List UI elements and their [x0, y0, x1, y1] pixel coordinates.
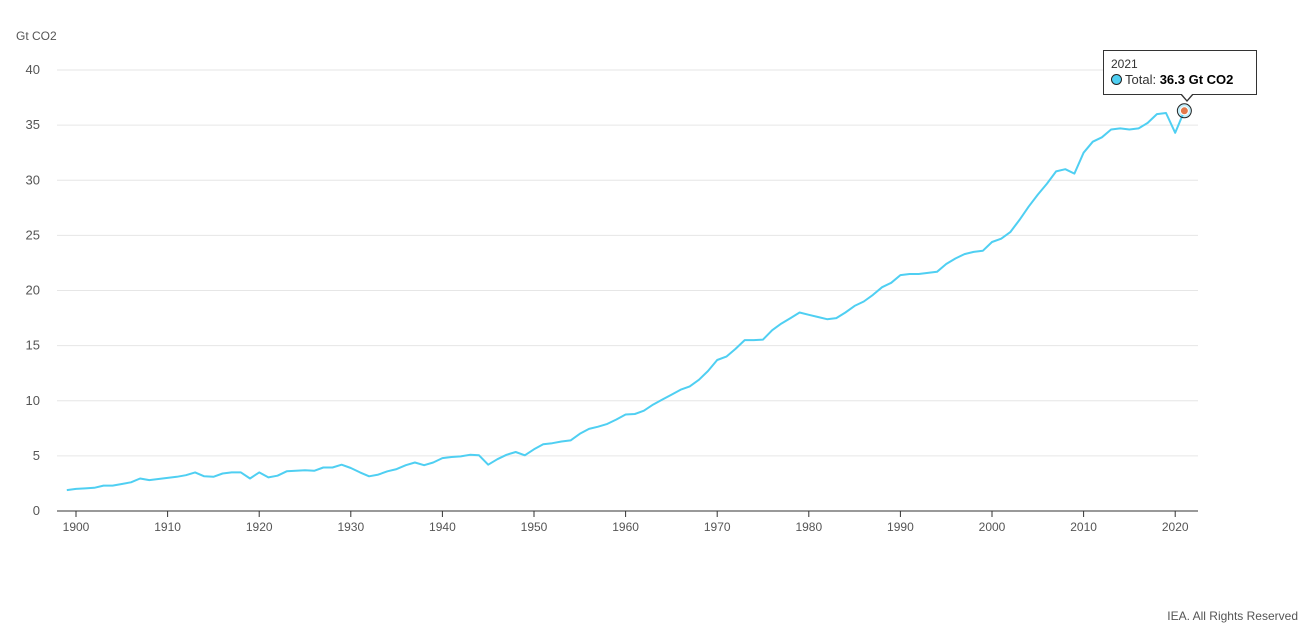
x-tick-label-1980: 1980	[795, 520, 822, 534]
x-tick-label-1930: 1930	[337, 520, 364, 534]
y-tick-label-20: 20	[26, 283, 40, 298]
y-tick-label-30: 30	[26, 172, 40, 187]
tooltip-value: 36.3 Gt CO2	[1159, 72, 1234, 87]
tooltip-separator: :	[1152, 72, 1160, 87]
series-color-dot-icon	[1111, 74, 1122, 85]
x-tick-label-1990: 1990	[887, 520, 914, 534]
tooltip-caret-fill	[1181, 93, 1193, 100]
x-tick-label-1920: 1920	[246, 520, 273, 534]
highlight-point-2021[interactable]	[1179, 106, 1189, 116]
x-tick-label-1900: 1900	[63, 520, 90, 534]
tooltip-series-label: Total	[1125, 72, 1153, 87]
y-tick-label-10: 10	[26, 393, 40, 408]
y-axis-unit-label: Gt CO2	[16, 29, 57, 43]
x-tick-label-1960: 1960	[612, 520, 639, 534]
x-tick-label-1970: 1970	[704, 520, 731, 534]
tooltip-year: 2021	[1111, 57, 1138, 71]
tooltip-row: Total: 36.3 Gt CO2	[1111, 72, 1233, 87]
copyright-footer: IEA. All Rights Reserved	[1167, 609, 1298, 623]
y-axis-ticks: 0 5 10 15 20 25 30 35 40	[26, 62, 40, 518]
x-tick-label-1950: 1950	[521, 520, 548, 534]
y-tick-label-40: 40	[26, 62, 40, 77]
series-line-total[interactable]	[66, 110, 1186, 492]
x-axis-ticks: 1900 1910 1920 1930 1940 1950 1960 1970 1980 1990…	[63, 511, 1189, 534]
x-tick-label-2010: 2010	[1070, 520, 1097, 534]
gridlines	[57, 69, 1198, 457]
y-tick-label-0: 0	[33, 503, 40, 518]
data-tooltip: 2021 Total: 36.3 Gt CO2	[1103, 50, 1257, 95]
x-tick-label-2020: 2020	[1162, 520, 1189, 534]
y-tick-label-35: 35	[26, 117, 40, 132]
x-tick-label-1940: 1940	[429, 520, 456, 534]
x-tick-label-2000: 2000	[979, 520, 1006, 534]
y-tick-label-5: 5	[33, 448, 40, 463]
y-tick-label-15: 15	[26, 338, 40, 353]
y-tick-label-25: 25	[26, 227, 40, 242]
x-tick-label-1910: 1910	[154, 520, 181, 534]
